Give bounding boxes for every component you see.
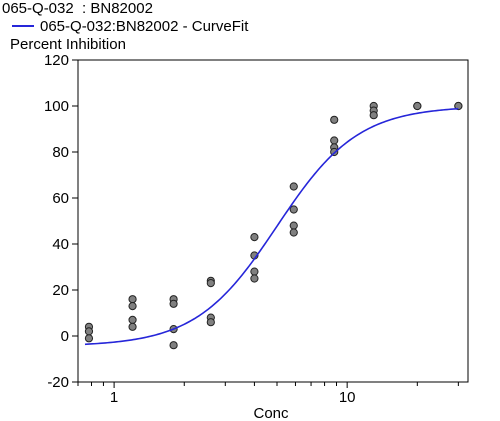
legend-line-swatch [12, 25, 34, 28]
data-point [128, 302, 137, 311]
y-axis-label: Percent Inhibition [10, 36, 126, 53]
data-points [84, 101, 463, 350]
data-point [169, 341, 178, 350]
data-point [206, 279, 215, 288]
data-point [289, 205, 298, 214]
y-tick-label: 80 [52, 144, 69, 161]
data-point [169, 299, 178, 308]
x-axis-label: Conc [253, 405, 289, 421]
data-point [128, 322, 137, 331]
y-axis-ticks: -20 0 20 40 60 80 100 120 [44, 52, 78, 391]
data-point [84, 327, 94, 336]
y-tick-label: -20 [47, 374, 69, 391]
chart-title: 065-Q-032 : BN82002 [2, 0, 153, 17]
data-point [330, 115, 339, 124]
data-point [289, 221, 298, 230]
data-point [413, 101, 422, 111]
data-point [128, 315, 137, 324]
data-point [84, 334, 94, 343]
fit-curve [84, 107, 459, 346]
x-tick-label: 10 [339, 389, 356, 406]
y-tick-label: 120 [44, 52, 69, 69]
data-point [289, 182, 298, 191]
chart-legend: 065-Q-032:BN82002 - CurveFit [12, 18, 248, 35]
data-point [206, 318, 215, 327]
y-tick-label: 40 [52, 236, 69, 253]
y-tick-label: 100 [44, 98, 69, 115]
y-tick-label: 60 [52, 190, 69, 207]
y-tick-label: 0 [61, 328, 69, 345]
data-point [128, 295, 137, 304]
plot-frame [77, 59, 469, 383]
x-axis-ticks: 1 10 [77, 382, 459, 406]
data-point [289, 228, 298, 237]
data-point [369, 111, 378, 120]
data-point [250, 233, 259, 242]
data-point [250, 267, 259, 276]
data-point [330, 136, 339, 145]
data-point [454, 101, 463, 111]
x-tick-label: 1 [110, 389, 118, 406]
data-point [250, 274, 259, 283]
legend-entry-label: 065-Q-032:BN82002 - CurveFit [40, 18, 249, 35]
y-tick-label: 20 [52, 282, 69, 299]
